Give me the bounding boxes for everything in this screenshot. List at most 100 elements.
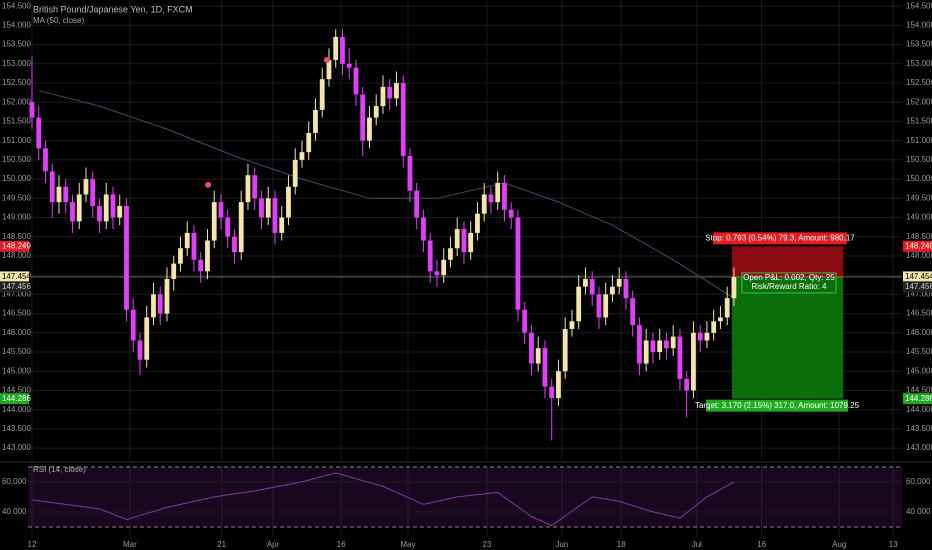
candle-body <box>637 325 642 364</box>
y-tick-label: 154.000 <box>2 20 31 29</box>
price-label: 147.456 <box>905 282 932 291</box>
price-label: 148.249 <box>2 241 31 250</box>
candle-body <box>56 186 62 203</box>
candle-body <box>299 152 305 160</box>
chart-title: British Pound/Japanese Yen, 1D, FXCM <box>33 4 193 14</box>
candle-body <box>103 194 109 222</box>
candle-body <box>677 336 683 379</box>
y-tick-label: 145.000 <box>906 366 932 375</box>
candle-body <box>535 348 541 364</box>
signal-marker <box>323 56 330 63</box>
candle-body <box>279 217 285 233</box>
candle-body <box>562 328 568 372</box>
candle-body <box>616 278 622 287</box>
candle-body <box>252 175 258 199</box>
y-tick-label: 154.500 <box>906 1 932 10</box>
y-tick-label: 152.500 <box>906 78 932 87</box>
candle-body <box>576 286 582 322</box>
y-tick-label: 153.000 <box>906 59 932 68</box>
candle-body <box>198 259 204 272</box>
candle-body <box>407 156 413 191</box>
candle-body <box>346 63 352 68</box>
x-tick-label: Jun <box>555 540 568 549</box>
rsi-tick-label: 40.000 <box>906 507 931 516</box>
price-label-bg <box>0 240 29 252</box>
y-tick-label: 151.000 <box>2 136 31 145</box>
y-tick-label: 146.000 <box>906 328 932 337</box>
price-label-bg <box>903 271 932 283</box>
target-zone <box>731 276 844 399</box>
candle-body <box>684 378 690 391</box>
candle-body <box>70 202 75 222</box>
candle-body <box>49 171 55 203</box>
candle-body <box>529 332 534 364</box>
price-label-bg <box>903 281 932 293</box>
candle-body <box>664 340 669 349</box>
y-tick-label: 145.500 <box>906 347 932 356</box>
target-label: Target: 3.170 (2.15%) 317.0, Amount: 107… <box>695 401 860 410</box>
ratio-label: Risk/Reward Ratio: 4 <box>751 282 827 291</box>
candle-body <box>110 194 116 218</box>
candle-body <box>151 294 156 318</box>
candle-body <box>711 321 717 333</box>
x-tick-label: 21 <box>217 540 226 549</box>
rsi-line <box>31 472 735 527</box>
candle-body <box>556 371 561 399</box>
y-tick-label: 149.000 <box>2 213 31 222</box>
y-tick-label: 143.500 <box>2 424 31 433</box>
y-tick-label: 153.500 <box>2 40 31 49</box>
stop-zone <box>731 246 844 277</box>
candle-body <box>178 248 183 264</box>
y-tick-label: 150.000 <box>906 174 932 183</box>
candle-body <box>90 179 96 206</box>
candle-body <box>583 278 588 287</box>
candle-body <box>157 294 163 314</box>
price-label: 148.249 <box>905 241 932 250</box>
y-tick-label: 151.500 <box>906 117 932 126</box>
candle-body <box>171 263 177 279</box>
candle-body <box>508 209 514 218</box>
candle-body <box>380 86 386 107</box>
candle-body <box>36 117 42 149</box>
candle-body <box>191 232 197 260</box>
price-label-bg <box>0 271 29 283</box>
candle-body <box>697 332 703 341</box>
candle-body <box>569 321 575 329</box>
candle-body <box>245 175 251 203</box>
candle-body <box>549 386 555 399</box>
candle-body <box>117 205 123 218</box>
x-tick-label: Apr <box>267 540 280 549</box>
y-tick-label: 153.500 <box>906 40 932 49</box>
candle-body <box>643 340 649 364</box>
ma-line <box>38 90 735 299</box>
y-tick-label: 145.500 <box>2 347 31 356</box>
y-tick-label: 150.500 <box>2 155 31 164</box>
y-tick-label: 143.000 <box>2 443 31 452</box>
x-tick-label: 13 <box>889 540 898 549</box>
candle-body <box>340 36 345 64</box>
candle-body <box>259 198 264 218</box>
candle-body <box>610 286 615 295</box>
candle-body <box>225 217 231 237</box>
candle-body <box>475 213 480 233</box>
x-tick-label: Jul <box>692 540 702 549</box>
y-tick-label: 150.000 <box>2 174 31 183</box>
candle-body <box>630 298 636 326</box>
candle-body <box>670 336 676 349</box>
candle-body <box>589 278 595 295</box>
y-tick-label: 147.000 <box>906 289 932 298</box>
candle-body <box>522 309 528 333</box>
candle-body <box>29 102 35 118</box>
candle-body <box>441 259 447 276</box>
candle-body <box>306 132 312 153</box>
candle-body <box>657 340 663 353</box>
price-label-bg <box>0 393 29 405</box>
price-label: 144.286 <box>2 394 31 403</box>
candle-body <box>130 309 136 341</box>
candle-body <box>272 198 278 233</box>
candle-body <box>292 159 298 187</box>
overlay: Stop: 0.793 (0.54%) 79.3, Amount: 980.17… <box>0 232 932 412</box>
x-tick-label: 16 <box>757 540 766 549</box>
x-tick-label: 12 <box>28 540 37 549</box>
candle-body <box>461 229 467 253</box>
